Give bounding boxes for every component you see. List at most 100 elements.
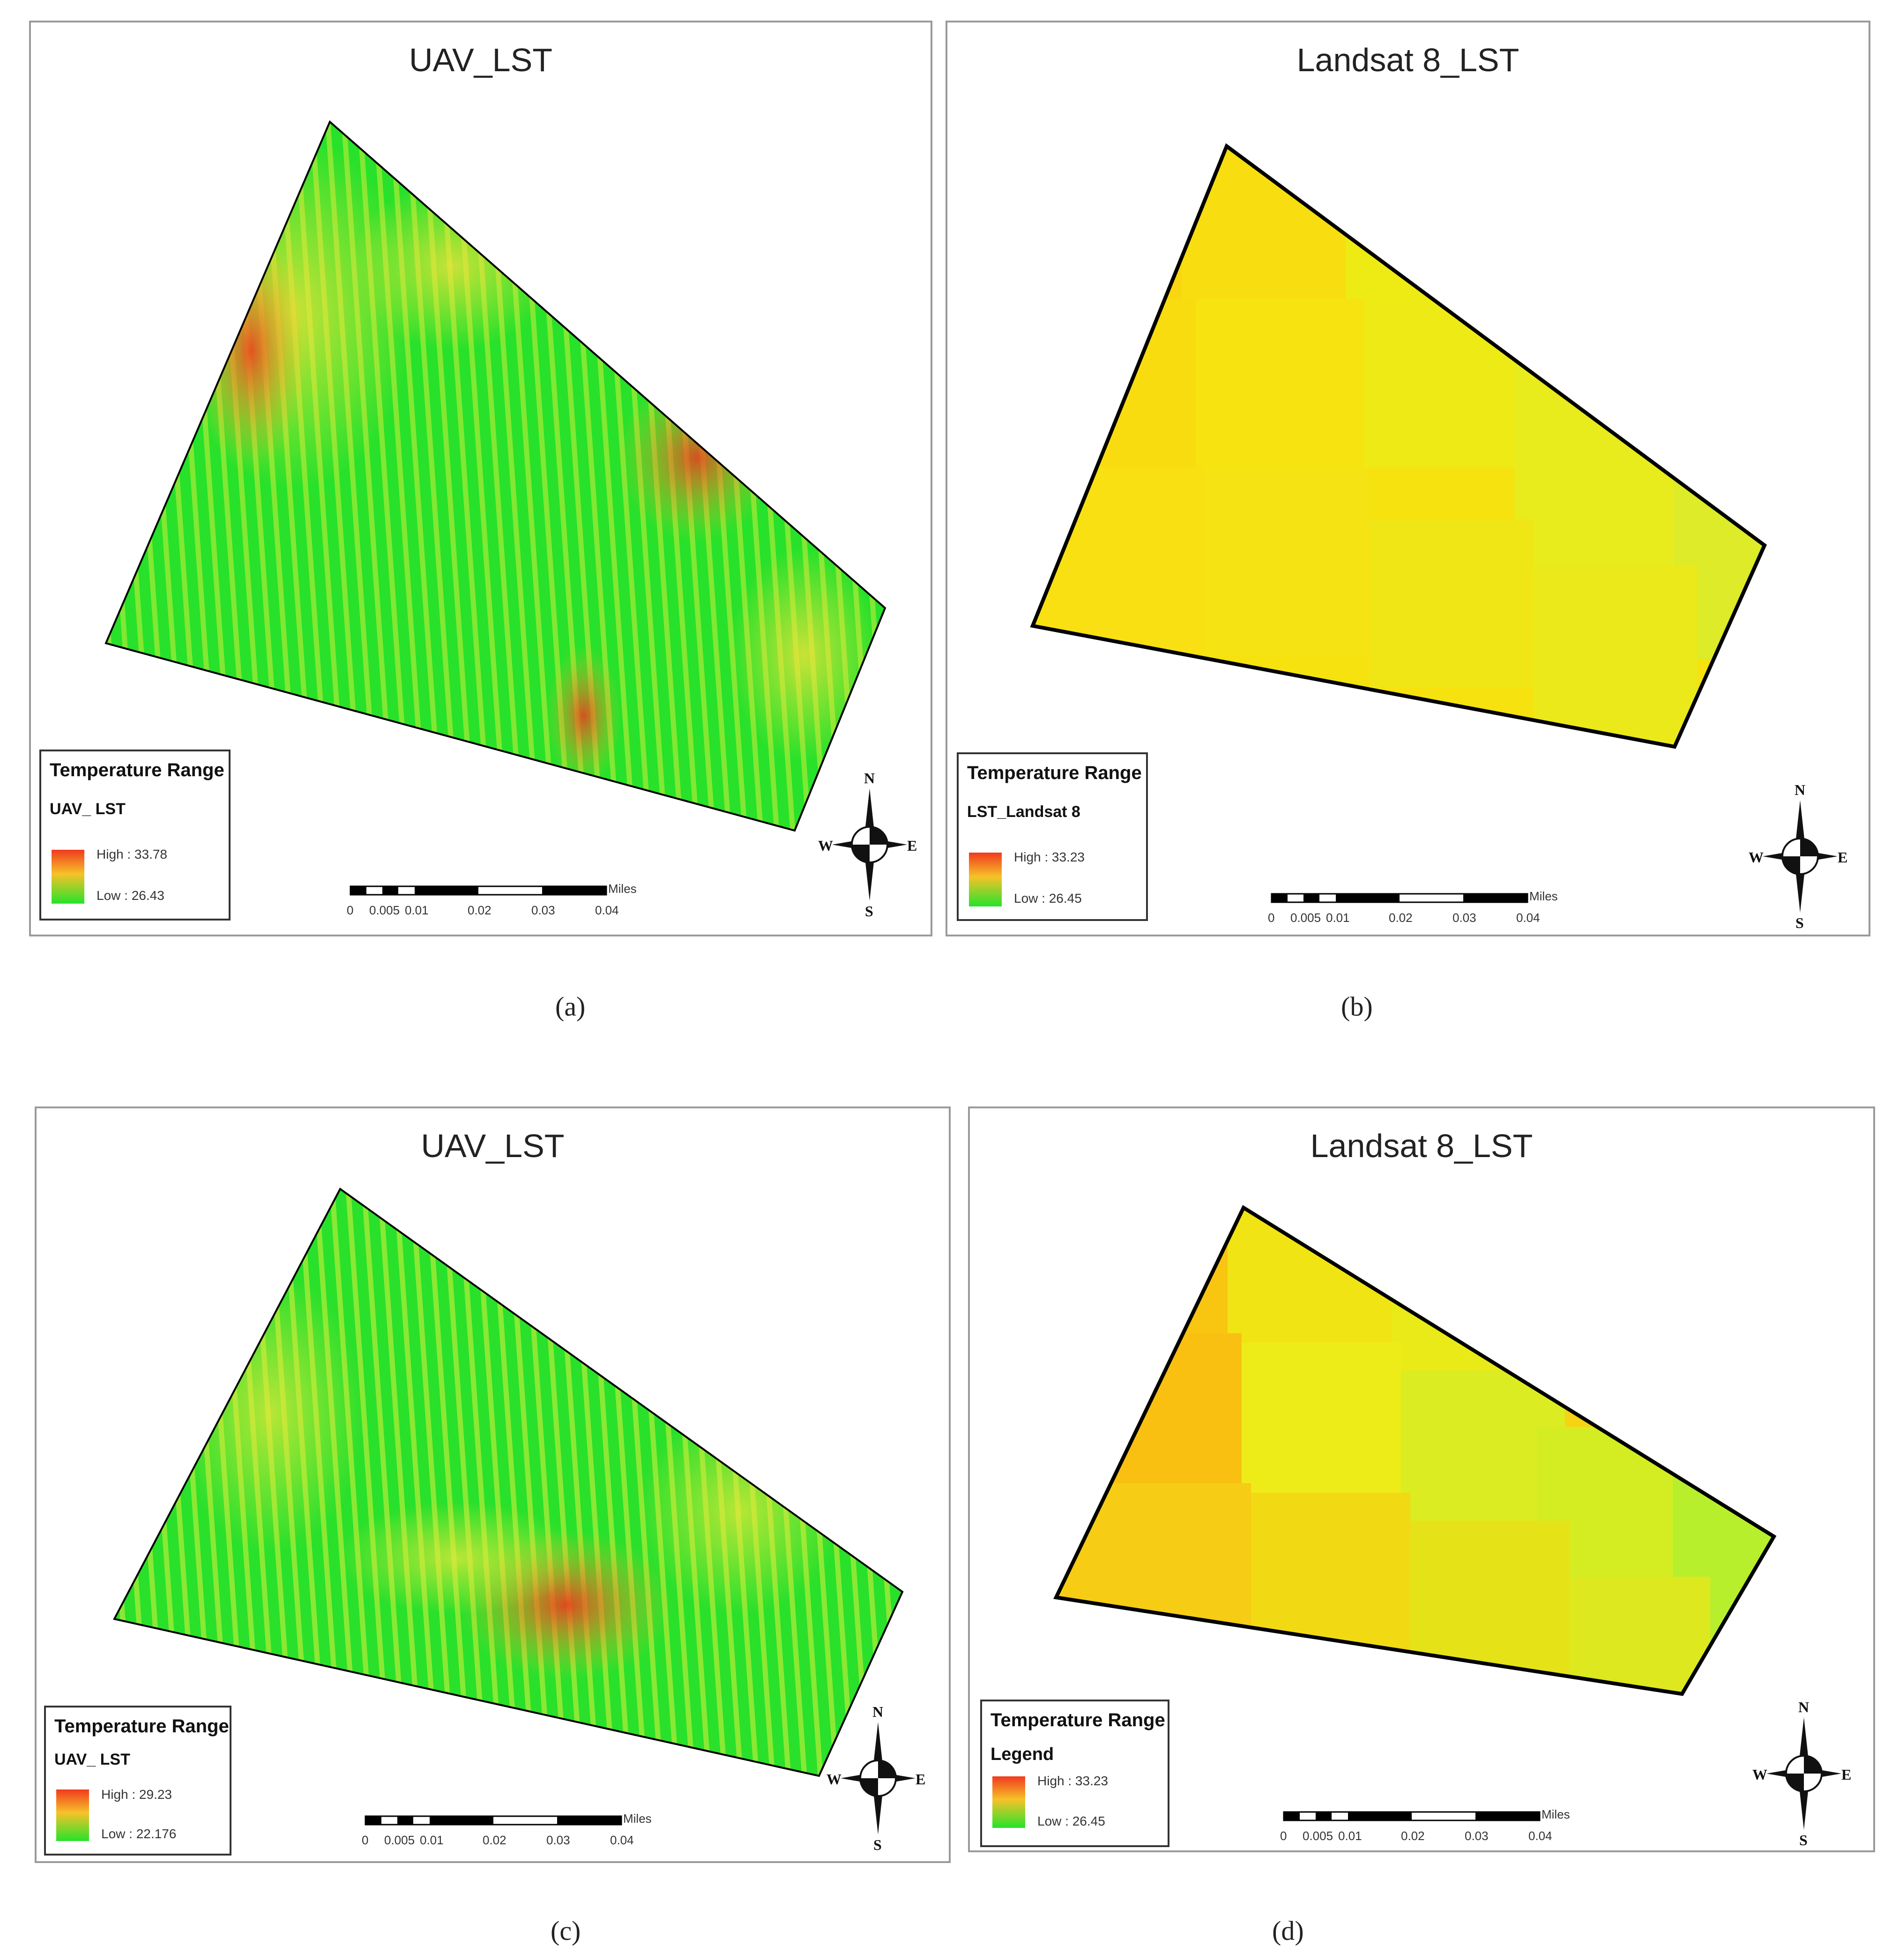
uav-lst-raster-a bbox=[104, 120, 886, 832]
compass-e: E bbox=[916, 1771, 926, 1788]
compass-w: W bbox=[1752, 1766, 1767, 1783]
legend-low-value: Low : 26.43 bbox=[97, 888, 164, 903]
scale-tick: 0.04 bbox=[1516, 911, 1540, 925]
compass-n: N bbox=[1798, 1699, 1810, 1715]
legend-color-ramp bbox=[52, 850, 84, 904]
legend-color-ramp bbox=[56, 1789, 89, 1841]
scale-bar: 0 0.005 0.01 0.02 0.03 0.04 Miles bbox=[1268, 889, 1571, 929]
legend-layer-name: LST_Landsat 8 bbox=[967, 803, 1080, 821]
scale-tick: 0.04 bbox=[610, 1833, 634, 1847]
map-title: Landsat 8_LST bbox=[1310, 1128, 1533, 1164]
compass-w: W bbox=[1749, 849, 1764, 866]
legend-color-ramp bbox=[992, 1776, 1025, 1828]
scale-bar: 0 0.005 0.01 0.02 0.03 0.04 Miles bbox=[347, 882, 649, 922]
scale-tick: 0 bbox=[347, 903, 354, 917]
legend-color-ramp bbox=[969, 853, 1002, 906]
scale-tick: 0.03 bbox=[531, 903, 555, 917]
compass-e: E bbox=[1838, 849, 1848, 866]
scale-tick: 0.02 bbox=[1389, 911, 1413, 925]
map-title: Landsat 8_LST bbox=[1296, 42, 1519, 78]
legend-high-value: High : 29.23 bbox=[101, 1787, 172, 1802]
north-arrow-compass: N S E W bbox=[818, 770, 917, 920]
map-panel-b: Landsat 8_LST Temperature Range LST_Land… bbox=[946, 21, 1870, 936]
compass-n: N bbox=[872, 1703, 884, 1720]
compass-w: W bbox=[818, 837, 833, 854]
map-title: UAV_LST bbox=[421, 1128, 565, 1164]
compass-n: N bbox=[1795, 781, 1806, 798]
compass-e: E bbox=[1841, 1766, 1852, 1783]
north-arrow-compass: N S E W bbox=[1752, 1699, 1852, 1849]
legend-high-value: High : 33.78 bbox=[97, 847, 167, 861]
scale-bar: 0 0.005 0.01 0.02 0.03 0.04 Miles bbox=[1280, 1807, 1583, 1848]
scale-unit: Miles bbox=[623, 1812, 652, 1826]
compass-rose-icon bbox=[841, 1722, 916, 1834]
compass-n: N bbox=[864, 770, 875, 787]
legend-title: Temperature Range bbox=[990, 1710, 1165, 1730]
landsat-lst-raster-b bbox=[1030, 143, 1767, 749]
legend-title: Temperature Range bbox=[967, 763, 1142, 783]
legend-high-value: High : 33.23 bbox=[1037, 1774, 1108, 1788]
compass-w: W bbox=[827, 1771, 842, 1788]
compass-e: E bbox=[907, 837, 917, 854]
scale-tick: 0.04 bbox=[595, 903, 619, 917]
panel-caption-b: (b) bbox=[1341, 991, 1373, 1022]
scale-tick: 0.005 bbox=[384, 1833, 415, 1847]
scale-tick: 0.03 bbox=[1452, 911, 1476, 925]
compass-rose-icon bbox=[832, 788, 907, 901]
scale-tick: 0.01 bbox=[405, 903, 429, 917]
scale-unit: Miles bbox=[1529, 889, 1558, 903]
compass-s: S bbox=[865, 903, 873, 920]
legend-layer-name: UAV_ LST bbox=[50, 800, 126, 818]
legend-low-value: Low : 22.176 bbox=[101, 1826, 177, 1841]
panel-caption-d: (d) bbox=[1272, 1915, 1304, 1946]
scale-bar-graphic bbox=[1283, 1811, 1541, 1821]
legend-low-value: Low : 26.45 bbox=[1037, 1814, 1105, 1828]
compass-s: S bbox=[1795, 914, 1804, 931]
north-arrow-compass: N S E W bbox=[1749, 781, 1848, 931]
panel-caption-c: (c) bbox=[551, 1915, 581, 1946]
north-arrow-compass: N S E W bbox=[827, 1703, 926, 1853]
scale-tick: 0 bbox=[1280, 1829, 1287, 1843]
scale-tick: 0.02 bbox=[483, 1833, 506, 1847]
scale-tick: 0.03 bbox=[1465, 1829, 1489, 1843]
temperature-legend: Temperature Range UAV_ LST High : 29.23 … bbox=[44, 1706, 231, 1856]
legend-high-value: High : 33.23 bbox=[1014, 850, 1085, 864]
scale-bar-graphic bbox=[350, 885, 607, 896]
scale-tick: 0.03 bbox=[546, 1833, 570, 1847]
legend-layer-name: Legend bbox=[990, 1745, 1054, 1764]
scale-bar-graphic bbox=[1271, 893, 1528, 903]
legend-low-value: Low : 26.45 bbox=[1014, 891, 1082, 906]
map-panel-a: UAV_LST Temperature Range UAV_ LST High … bbox=[29, 21, 932, 936]
temperature-legend: Temperature Range LST_Landsat 8 High : 3… bbox=[957, 752, 1148, 921]
legend-title: Temperature Range bbox=[54, 1716, 229, 1737]
panel-caption-a: (a) bbox=[555, 991, 586, 1022]
scale-tick: 0.01 bbox=[1326, 911, 1350, 925]
scale-unit: Miles bbox=[608, 882, 637, 896]
map-panel-c: UAV_LST Temperature Range UAV_ LST High … bbox=[35, 1106, 951, 1863]
map-title: UAV_LST bbox=[409, 42, 553, 78]
compass-rose-icon bbox=[1763, 800, 1838, 913]
scale-tick: 0.005 bbox=[1290, 911, 1321, 925]
scale-bar-graphic bbox=[365, 1815, 622, 1826]
temperature-legend: Temperature Range UAV_ LST High : 33.78 … bbox=[39, 750, 231, 921]
scale-tick: 0.04 bbox=[1528, 1829, 1552, 1843]
temperature-legend: Temperature Range Legend High : 33.23 Lo… bbox=[980, 1700, 1169, 1847]
scale-tick: 0.02 bbox=[1401, 1829, 1425, 1843]
legend-title: Temperature Range bbox=[50, 760, 224, 780]
uav-lst-raster-c bbox=[113, 1188, 904, 1777]
landsat-lst-raster-d bbox=[1053, 1205, 1777, 1696]
legend-layer-name: UAV_ LST bbox=[54, 1751, 130, 1768]
compass-rose-icon bbox=[1766, 1717, 1841, 1830]
compass-s: S bbox=[873, 1836, 882, 1853]
scale-tick: 0.02 bbox=[468, 903, 492, 917]
scale-tick: 0 bbox=[362, 1833, 369, 1847]
scale-unit: Miles bbox=[1542, 1807, 1570, 1821]
scale-bar: 0 0.005 0.01 0.02 0.03 0.04 Miles bbox=[362, 1812, 664, 1852]
scale-tick: 0.005 bbox=[1303, 1829, 1333, 1843]
scale-tick: 0.01 bbox=[420, 1833, 444, 1847]
compass-s: S bbox=[1799, 1832, 1808, 1849]
map-panel-d: Landsat 8_LST Temperature Range Legend H… bbox=[968, 1106, 1875, 1852]
scale-tick: 0 bbox=[1268, 911, 1275, 925]
scale-tick: 0.01 bbox=[1338, 1829, 1362, 1843]
scale-tick: 0.005 bbox=[369, 903, 400, 917]
